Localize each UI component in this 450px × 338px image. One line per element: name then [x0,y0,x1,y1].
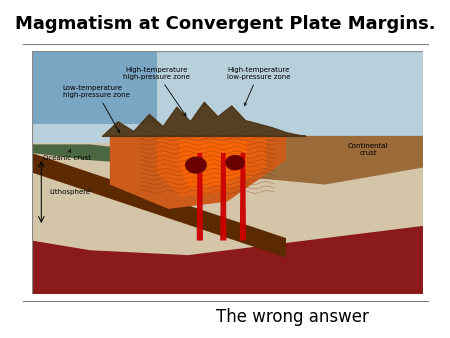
Polygon shape [32,153,286,258]
Polygon shape [220,153,226,241]
Bar [32,51,423,143]
Polygon shape [180,141,247,187]
Polygon shape [32,51,157,124]
Polygon shape [32,226,423,294]
Text: High-temperature
low-pressure zone: High-temperature low-pressure zone [227,67,290,106]
Text: High-temperature
high-pressure zone: High-temperature high-pressure zone [123,67,190,116]
Text: Lithosphere: Lithosphere [49,189,90,195]
Polygon shape [32,144,227,170]
Text: Magmatism at Convergent Plate Margins.: Magmatism at Convergent Plate Margins. [15,15,435,33]
Text: Continental
crust: Continental crust [348,143,388,156]
Polygon shape [247,136,423,185]
Ellipse shape [225,155,245,170]
Polygon shape [110,136,286,209]
Polygon shape [240,153,246,241]
Polygon shape [197,153,203,241]
Polygon shape [157,136,266,197]
Text: Low-temperature
high-pressure zone: Low-temperature high-pressure zone [63,85,130,132]
Bar [32,143,423,294]
Ellipse shape [185,156,207,174]
Text: The wrong answer: The wrong answer [216,308,369,326]
Text: Oceanic crust: Oceanic crust [43,150,91,161]
